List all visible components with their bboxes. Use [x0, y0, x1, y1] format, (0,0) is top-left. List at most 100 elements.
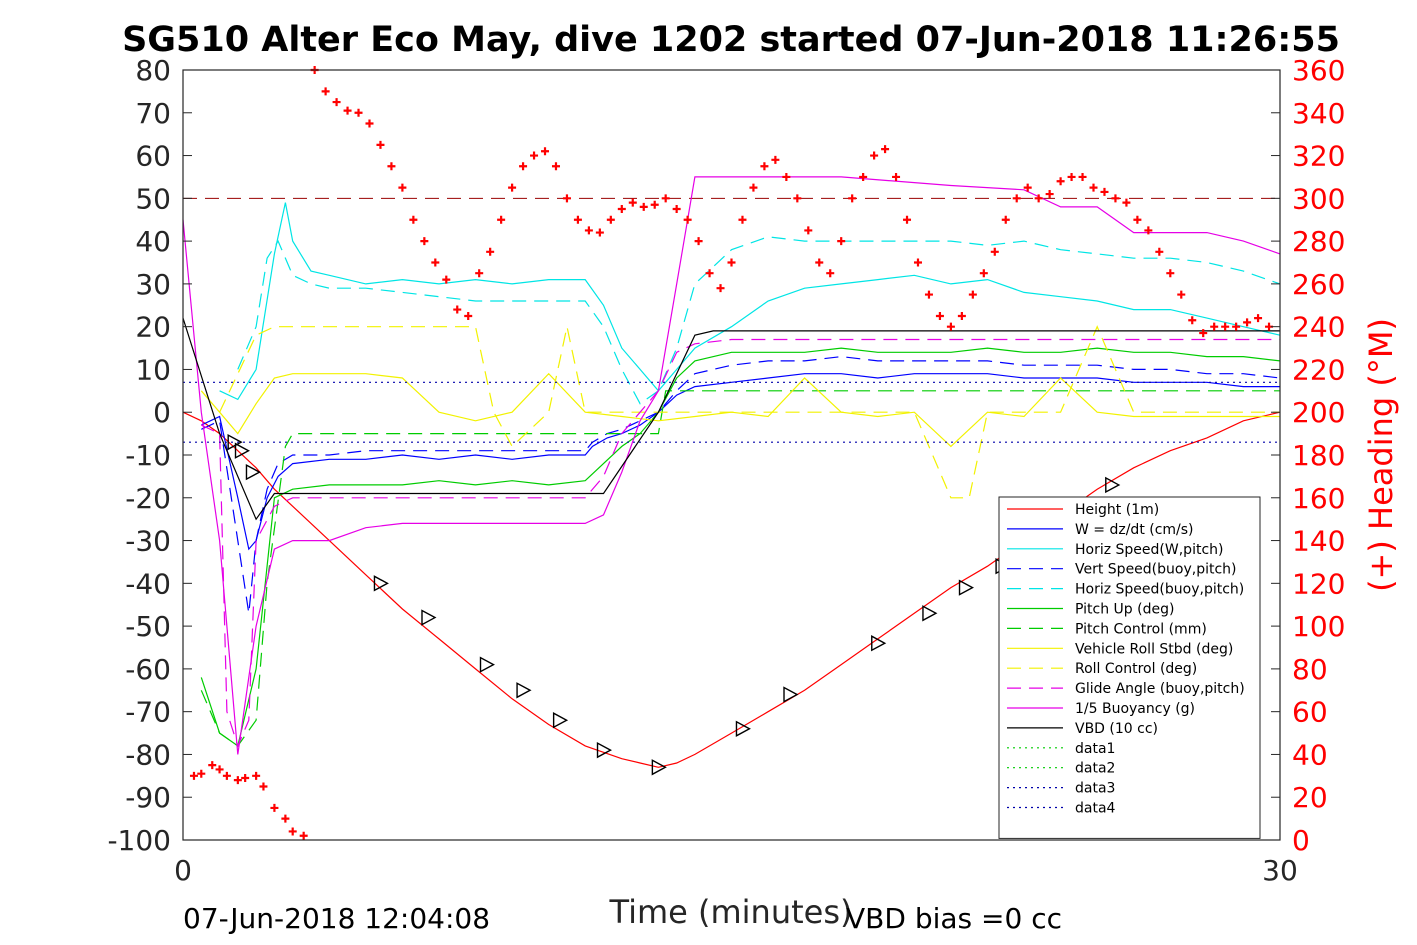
- heading-point: [573, 215, 582, 224]
- heading-point: [233, 776, 242, 785]
- heading-point: [530, 151, 539, 160]
- heading-point: [1012, 194, 1021, 203]
- heading-point: [431, 258, 440, 267]
- heading-point: [1144, 226, 1153, 235]
- right-axis-label: (+) Heading (°M): [1362, 318, 1400, 592]
- footer-vbd-bias: VBD bias =0 cc: [846, 902, 1062, 935]
- y-tick-label: 20: [135, 311, 171, 344]
- heading-point: [398, 183, 407, 192]
- heading-point: [519, 162, 528, 171]
- legend-label: Glide Angle (buoy,pitch): [1075, 681, 1245, 697]
- right-tick-label: 240: [1292, 311, 1345, 344]
- right-tick-label: 0: [1292, 824, 1310, 857]
- heading-point: [903, 215, 912, 224]
- heading-point: [222, 771, 231, 780]
- legend-label: Horiz Speed(buoy,pitch): [1075, 582, 1244, 598]
- heading-point: [617, 205, 626, 214]
- legend-label: W = dz/dt (cm/s): [1075, 522, 1194, 538]
- heading-point: [935, 311, 944, 320]
- heading-point: [387, 162, 396, 171]
- series-line: [201, 338, 1280, 748]
- right-tick-label: 220: [1292, 353, 1345, 386]
- legend-label: Roll Control (deg): [1075, 661, 1197, 677]
- right-tick-label: 280: [1292, 225, 1345, 258]
- legend-label: 1/5 Buoyancy (g): [1075, 701, 1195, 717]
- heading-point: [595, 228, 604, 237]
- depth-marker: [783, 686, 799, 703]
- heading-point: [1067, 172, 1076, 181]
- heading-point: [870, 151, 879, 160]
- heading-point: [628, 198, 637, 207]
- heading-point: [859, 172, 868, 181]
- heading-point: [354, 108, 363, 117]
- depth-marker: [958, 579, 975, 596]
- depth-marker: [479, 656, 495, 673]
- legend-label: Vert Speed(buoy,pitch): [1075, 562, 1237, 578]
- heading-point: [197, 769, 206, 778]
- depth-marker: [596, 741, 612, 759]
- heading-point: [1045, 190, 1054, 199]
- heading-point: [793, 194, 802, 203]
- heading-point: [1243, 318, 1252, 327]
- heading-point: [1210, 322, 1219, 331]
- heading-point: [1232, 322, 1241, 331]
- heading-point: [497, 215, 506, 224]
- heading-point: [892, 172, 901, 181]
- heading-point: [1122, 198, 1131, 207]
- chart-title: SG510 Alter Eco May, dive 1202 started 0…: [122, 20, 1340, 60]
- depth-marker: [922, 605, 938, 622]
- right-tick-label: 260: [1292, 268, 1345, 301]
- heading-points: [189, 66, 1274, 840]
- heading-point: [826, 269, 835, 278]
- right-tick-label: 40: [1292, 738, 1328, 771]
- y-tick-label: -90: [125, 781, 171, 814]
- heading-point: [215, 765, 224, 774]
- right-tick-label: 60: [1292, 696, 1328, 729]
- heading-point: [990, 247, 999, 256]
- heading-point: [727, 258, 736, 267]
- series-line: [219, 325, 1280, 499]
- y-tick-label: 50: [135, 182, 171, 215]
- heading-point: [650, 200, 659, 209]
- heading-point: [716, 284, 725, 293]
- right-tick-label: 100: [1292, 610, 1345, 643]
- legend-label: data1: [1075, 741, 1115, 757]
- heading-point: [453, 305, 462, 314]
- x-tick-label: 0: [174, 854, 192, 887]
- legend-label: data3: [1075, 781, 1115, 797]
- heading-point: [760, 162, 769, 171]
- heading-point: [913, 258, 922, 267]
- heading-point: [957, 311, 966, 320]
- series-line: [201, 373, 1280, 551]
- heading-point: [270, 803, 279, 812]
- legend-label: Vehicle Roll Stbd (deg): [1075, 641, 1233, 657]
- right-tick-label: 320: [1292, 140, 1345, 173]
- heading-point: [672, 205, 681, 214]
- legend-label: data4: [1075, 801, 1116, 817]
- heading-point: [420, 237, 429, 246]
- y-tick-label: 60: [135, 140, 171, 173]
- heading-point: [1199, 329, 1208, 338]
- y-tick-label: 40: [135, 225, 171, 258]
- depth-marker: [234, 442, 250, 459]
- heading-point: [979, 269, 988, 278]
- heading-point: [848, 194, 857, 203]
- series-line: [200, 372, 1280, 448]
- legend-label: Pitch Up (deg): [1075, 602, 1174, 618]
- right-tick-label: 340: [1292, 97, 1345, 130]
- depth-marker: [1105, 476, 1121, 494]
- heading-point: [252, 771, 261, 780]
- heading-point: [281, 814, 290, 823]
- depth-marker: [516, 682, 532, 699]
- heading-point: [241, 773, 250, 782]
- heading-point: [639, 202, 648, 211]
- heading-point: [584, 226, 593, 235]
- heading-point: [189, 771, 198, 780]
- heading-point: [1089, 183, 1098, 192]
- legend-label: Height (1m): [1075, 502, 1159, 518]
- y-tick-label: -50: [125, 610, 171, 643]
- y-tick-label: -20: [125, 482, 171, 515]
- heading-point: [321, 87, 330, 96]
- series-line: [182, 176, 1281, 755]
- heading-point: [1078, 172, 1087, 181]
